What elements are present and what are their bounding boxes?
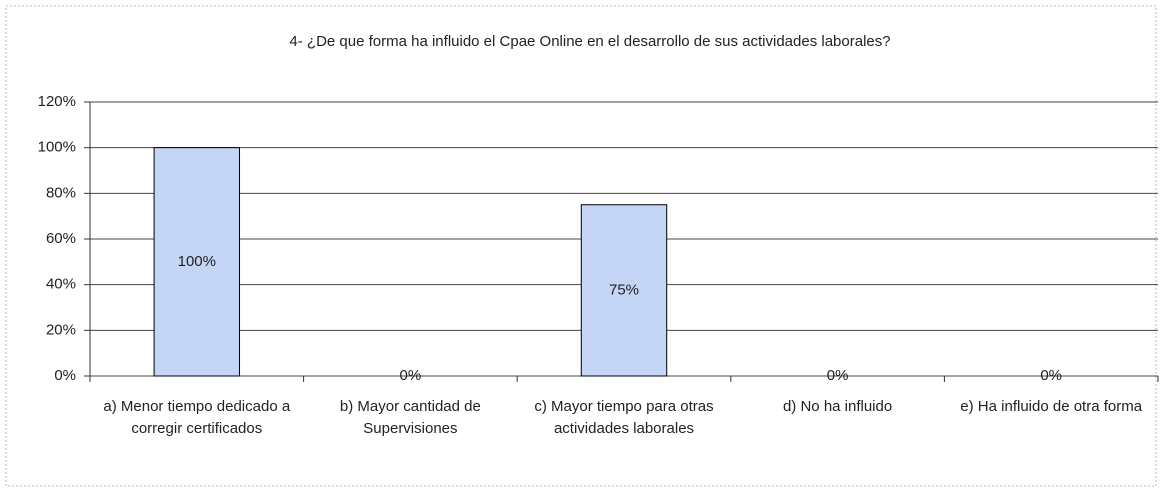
y-tick-label: 80% — [46, 184, 76, 201]
y-tick-label: 120% — [38, 93, 76, 110]
x-tick-label: c) Mayor tiempo para otras actividades l… — [534, 398, 714, 437]
data-label: 0% — [400, 367, 422, 384]
data-label: 0% — [1040, 367, 1062, 384]
y-tick-label: 0% — [54, 367, 76, 384]
y-tick-label: 40% — [46, 276, 76, 293]
y-tick-label: 60% — [46, 230, 76, 247]
data-label: 75% — [609, 281, 639, 298]
bar — [580, 204, 668, 377]
data-label: 100% — [178, 253, 216, 270]
chart-title: 4- ¿De que forma ha influido el Cpae Onl… — [289, 33, 890, 50]
x-tick-label: a) Menor tiempo dedicado a corregir cert… — [103, 398, 291, 437]
x-tick-label: e) Ha influido de otra forma — [960, 398, 1143, 415]
chart-border — [5, 5, 1157, 487]
data-label: 0% — [827, 367, 849, 384]
y-tick-label: 20% — [46, 321, 76, 338]
x-tick-label: b) Mayor cantidad de Supervisiones — [339, 398, 481, 437]
y-tick-label: 100% — [38, 139, 76, 156]
bar — [153, 147, 241, 377]
x-tick-label: d) No ha influido — [782, 398, 893, 415]
